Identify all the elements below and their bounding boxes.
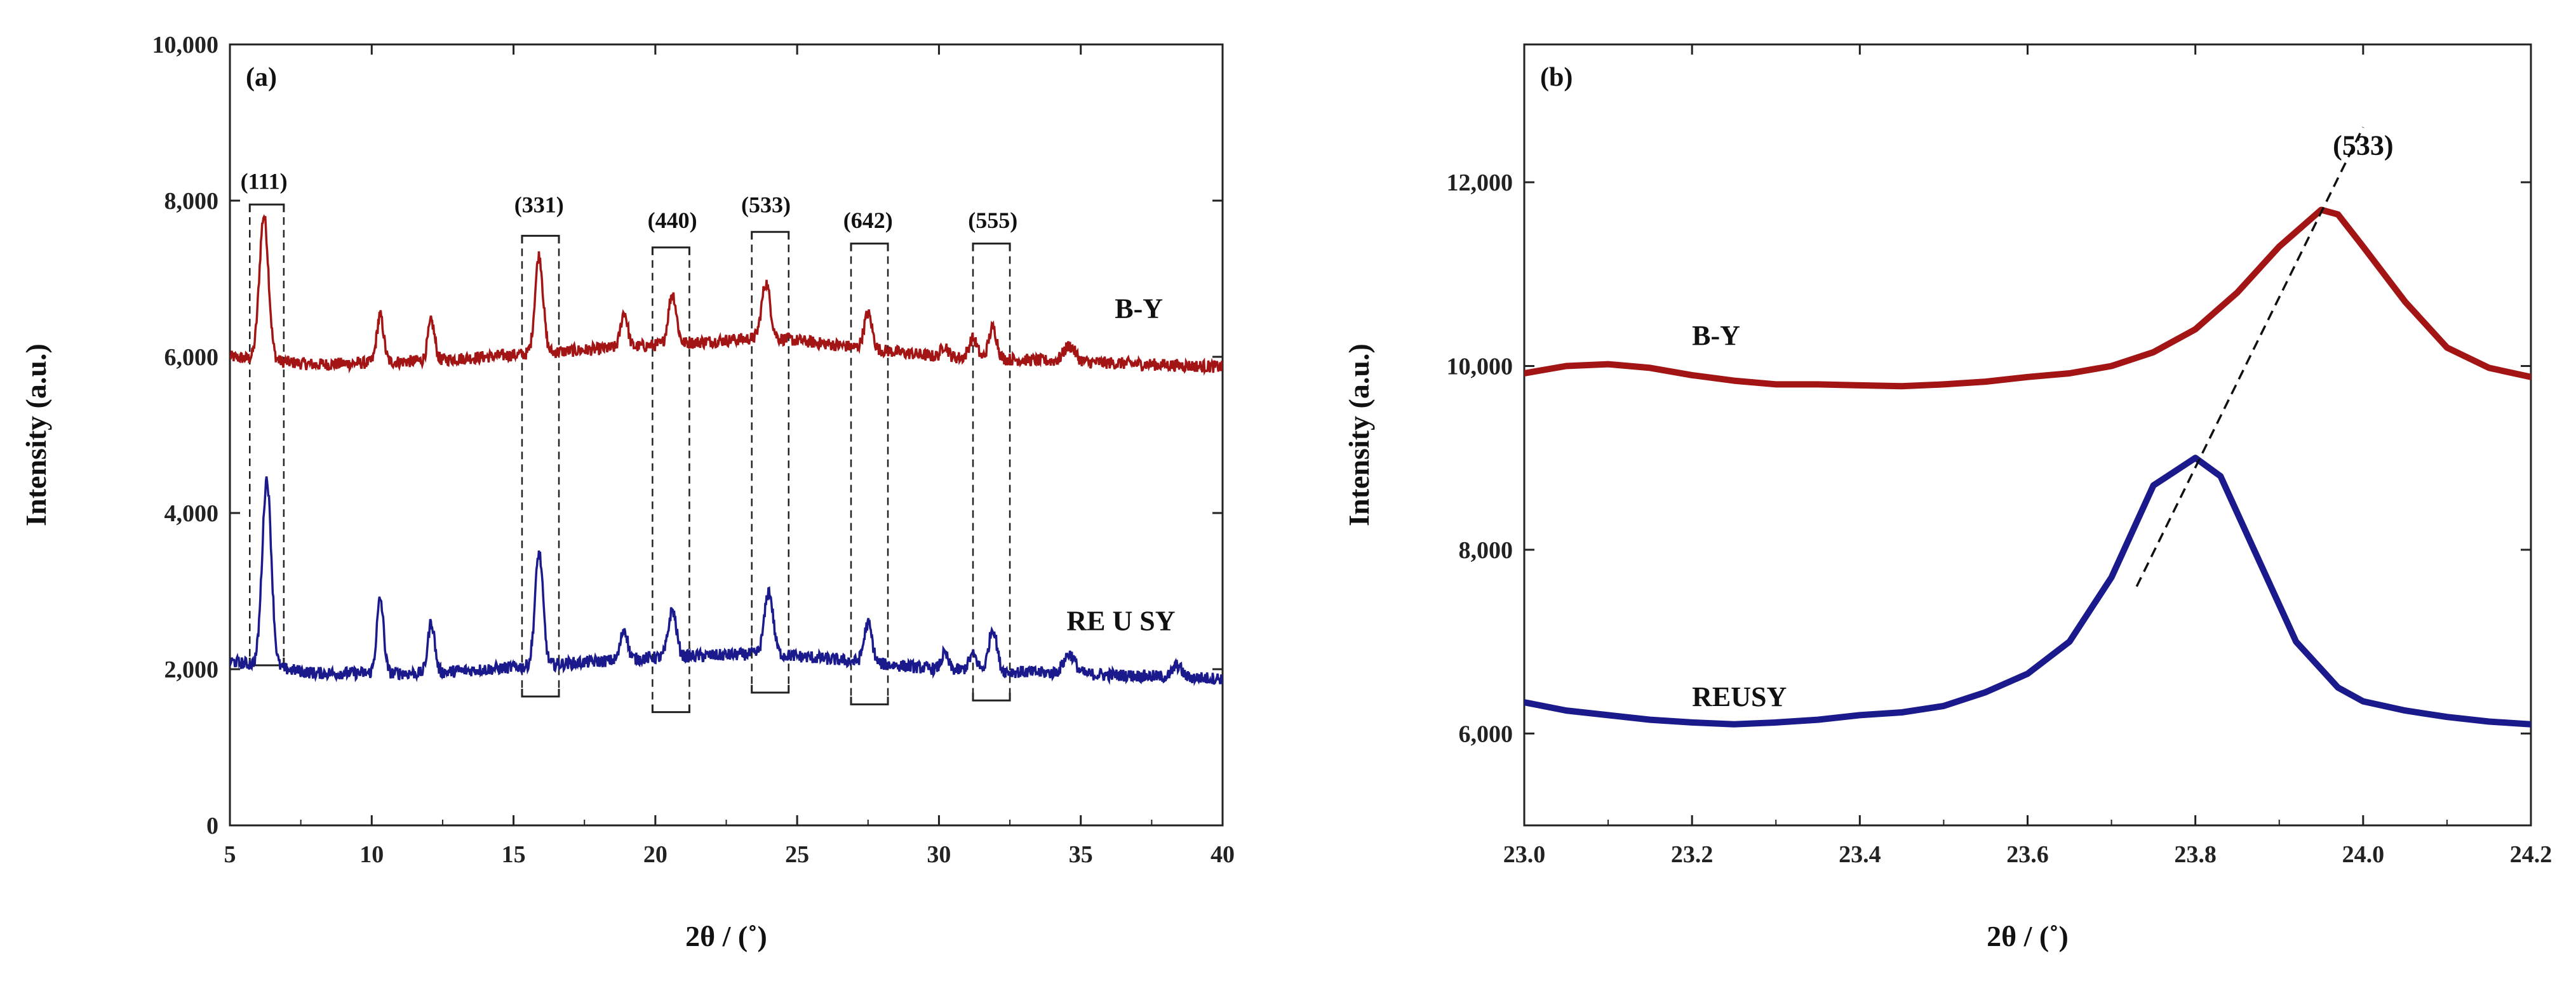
plot-frame <box>229 43 1224 827</box>
x-axis-title: 2θ / (˚) <box>685 920 767 952</box>
bracket-bottom <box>850 696 889 705</box>
y-tick-label: 10,000 <box>152 32 219 58</box>
y-tick-label: 6,000 <box>164 344 219 371</box>
y-tick-label: 6,000 <box>1459 721 1513 747</box>
bracket-top <box>651 246 690 255</box>
y-axis-title: Intensity (a.u.) <box>1343 343 1375 526</box>
x-tick-label: 23.2 <box>1671 841 1714 868</box>
y-tick-label: 4,000 <box>164 500 219 527</box>
bracket-bottom <box>651 704 690 714</box>
x-tick-label: 23.4 <box>1839 841 1881 868</box>
x-tick-label: 24.0 <box>2342 841 2385 868</box>
series-line-b-y <box>230 214 1223 376</box>
bracket-top <box>248 203 285 213</box>
peak-annotation: (533) <box>741 192 791 217</box>
peak-annotation: (642) <box>843 208 893 233</box>
peak-annotation: (111) <box>241 169 288 194</box>
series-line-reusy <box>1524 455 2531 728</box>
x-tick-label: 10 <box>359 841 384 868</box>
x-tick-label: 24.2 <box>2510 841 2553 868</box>
y-axis-title: Intensity (a.u.) <box>20 343 52 526</box>
x-tick-label: 35 <box>1069 841 1093 868</box>
series-label: B-Y <box>1692 320 1740 351</box>
bracket-bottom <box>521 689 560 698</box>
x-tick-label: 30 <box>927 841 951 868</box>
x-tick-label: 23.0 <box>1503 841 1546 868</box>
series-label: REUSY <box>1692 681 1787 712</box>
x-tick-label: 25 <box>785 841 809 868</box>
x-tick-label: 40 <box>1211 841 1235 868</box>
y-tick-label: 2,000 <box>164 656 219 683</box>
series-line-b-y <box>1524 206 2531 390</box>
panel-b: 23.0 23.2 23.4 23.6 23.8 24.0 24.2 6,000 8,000 10… <box>1343 43 2553 952</box>
peak-bracket <box>248 203 285 667</box>
bracket-bottom <box>972 693 1011 702</box>
series-label: B-Y <box>1115 293 1163 324</box>
x-tick-label: 23.6 <box>2006 841 2049 868</box>
series-line-re-u-sy <box>230 476 1223 686</box>
bracket-top <box>972 243 1011 251</box>
peak-annotation: (440) <box>648 208 697 233</box>
bracket-top <box>521 234 560 244</box>
peak-bracket <box>651 246 690 714</box>
x-tick-label: 15 <box>502 841 526 868</box>
panel-a: 5 10 15 20 25 30 35 40 0 2,000 4,000 6,000 8,000 10,0… <box>20 32 1235 952</box>
x-tick-label: 5 <box>224 841 236 868</box>
peak-shift-dashed-line <box>2135 126 2365 587</box>
x-tick-label: 23.8 <box>2174 841 2217 868</box>
y-tick-label: 8,000 <box>164 188 219 215</box>
peak-bracket <box>850 243 889 705</box>
y-tick-label: 0 <box>206 813 218 839</box>
x-tick-label: 20 <box>643 841 667 868</box>
panel-label: (b) <box>1540 63 1573 92</box>
y-tick-label: 10,000 <box>1447 353 1513 380</box>
peak-annotation: (555) <box>968 208 1017 233</box>
panel-label: (a) <box>246 63 277 92</box>
y-tick-label: 12,000 <box>1447 170 1513 196</box>
peak-annotation: (331) <box>514 192 564 217</box>
bracket-top <box>850 243 889 251</box>
bracket-top <box>751 230 790 240</box>
peak-bracket <box>521 234 560 698</box>
y-tick-label: 8,000 <box>1459 537 1513 564</box>
peak-bracket <box>972 243 1011 702</box>
series-label: RE U SY <box>1066 606 1175 637</box>
bracket-bottom <box>751 684 790 694</box>
peak-bracket <box>751 230 790 694</box>
peak-annotation: (533) <box>2333 130 2393 161</box>
x-axis-title: 2θ / (˚) <box>1987 920 2069 952</box>
